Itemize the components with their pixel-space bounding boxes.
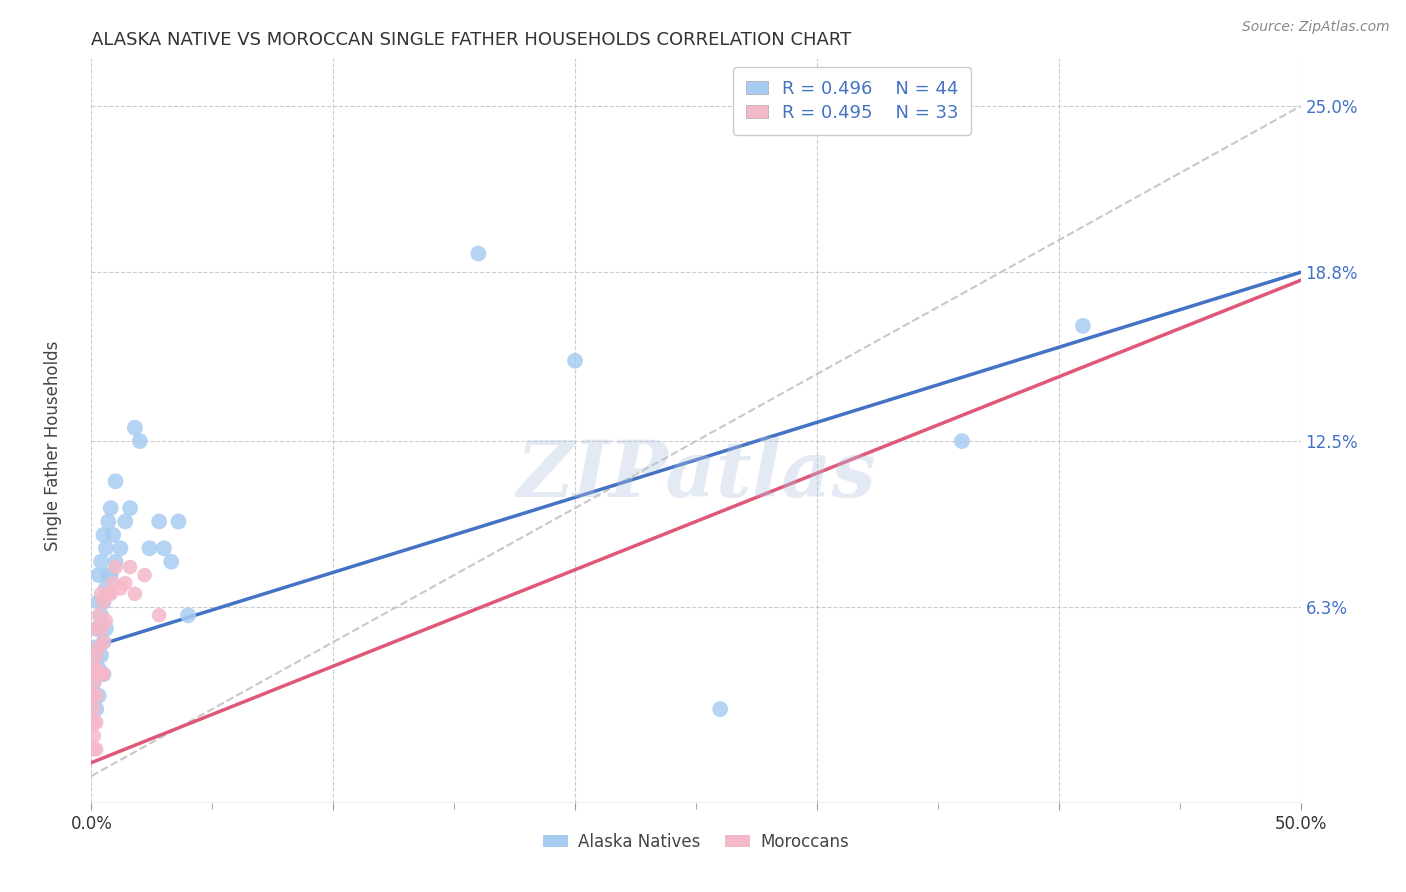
Point: [90, 648, 112, 663]
Point: [87, 608, 110, 623]
Point: [84, 667, 107, 681]
Point: [93, 595, 115, 609]
Point: [120, 560, 142, 574]
Point: [94, 541, 117, 556]
Point: [950, 434, 973, 449]
Point: [87, 640, 110, 655]
Point: [97, 587, 120, 601]
Point: [124, 587, 146, 601]
Point: [101, 576, 124, 591]
Point: [93, 667, 115, 681]
Point: [177, 608, 200, 623]
Text: ZIPatlas: ZIPatlas: [516, 437, 876, 513]
Point: [104, 475, 127, 489]
Point: [160, 555, 183, 569]
Point: [114, 576, 136, 591]
Point: [94, 622, 117, 636]
Point: [167, 515, 190, 529]
Point: [138, 541, 160, 556]
Point: [83, 702, 105, 716]
Legend: Alaska Natives, Moroccans: Alaska Natives, Moroccans: [536, 827, 856, 858]
Point: [83, 675, 105, 690]
Text: ALASKA NATIVE VS MOROCCAN SINGLE FATHER HOUSEHOLDS CORRELATION CHART: ALASKA NATIVE VS MOROCCAN SINGLE FATHER …: [91, 31, 852, 49]
Point: [120, 501, 142, 516]
Point: [84, 622, 107, 636]
Point: [100, 501, 122, 516]
Point: [114, 515, 136, 529]
Point: [93, 635, 115, 649]
Point: [93, 595, 115, 609]
Point: [153, 541, 176, 556]
Point: [84, 622, 107, 636]
Point: [110, 541, 132, 556]
Point: [83, 729, 105, 743]
Point: [94, 582, 117, 596]
Point: [101, 528, 124, 542]
Point: [84, 742, 107, 756]
Point: [90, 667, 112, 681]
Text: Single Father Households: Single Father Households: [45, 341, 62, 551]
Point: [94, 614, 117, 628]
Point: [467, 246, 489, 260]
Point: [90, 622, 112, 636]
Point: [83, 715, 105, 730]
Point: [87, 689, 110, 703]
Point: [84, 648, 107, 663]
Point: [84, 715, 107, 730]
Point: [564, 353, 586, 368]
Point: [90, 587, 112, 601]
Point: [87, 662, 110, 676]
Point: [1071, 318, 1094, 333]
Point: [124, 420, 146, 434]
Point: [128, 434, 150, 449]
Point: [87, 595, 110, 609]
Point: [134, 568, 156, 582]
Point: [84, 648, 107, 663]
Point: [104, 560, 127, 574]
Point: [84, 702, 107, 716]
Point: [93, 667, 115, 681]
Point: [97, 515, 120, 529]
Point: [84, 662, 107, 676]
Point: [97, 568, 120, 582]
Point: [100, 587, 122, 601]
Point: [104, 555, 127, 569]
Point: [87, 568, 110, 582]
Point: [83, 689, 105, 703]
Point: [84, 689, 107, 703]
Point: [709, 702, 731, 716]
Point: [93, 528, 115, 542]
Point: [148, 515, 170, 529]
Point: [83, 675, 105, 690]
Point: [87, 622, 110, 636]
Point: [100, 568, 122, 582]
Point: [87, 667, 110, 681]
Point: [83, 640, 105, 655]
Point: [90, 555, 112, 569]
Point: [83, 742, 105, 756]
Point: [148, 608, 170, 623]
Point: [83, 662, 105, 676]
Point: [110, 582, 132, 596]
Point: [93, 635, 115, 649]
Text: Source: ZipAtlas.com: Source: ZipAtlas.com: [1241, 20, 1389, 34]
Point: [90, 608, 112, 623]
